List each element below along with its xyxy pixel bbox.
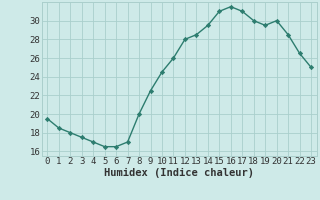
X-axis label: Humidex (Indice chaleur): Humidex (Indice chaleur)	[104, 168, 254, 178]
